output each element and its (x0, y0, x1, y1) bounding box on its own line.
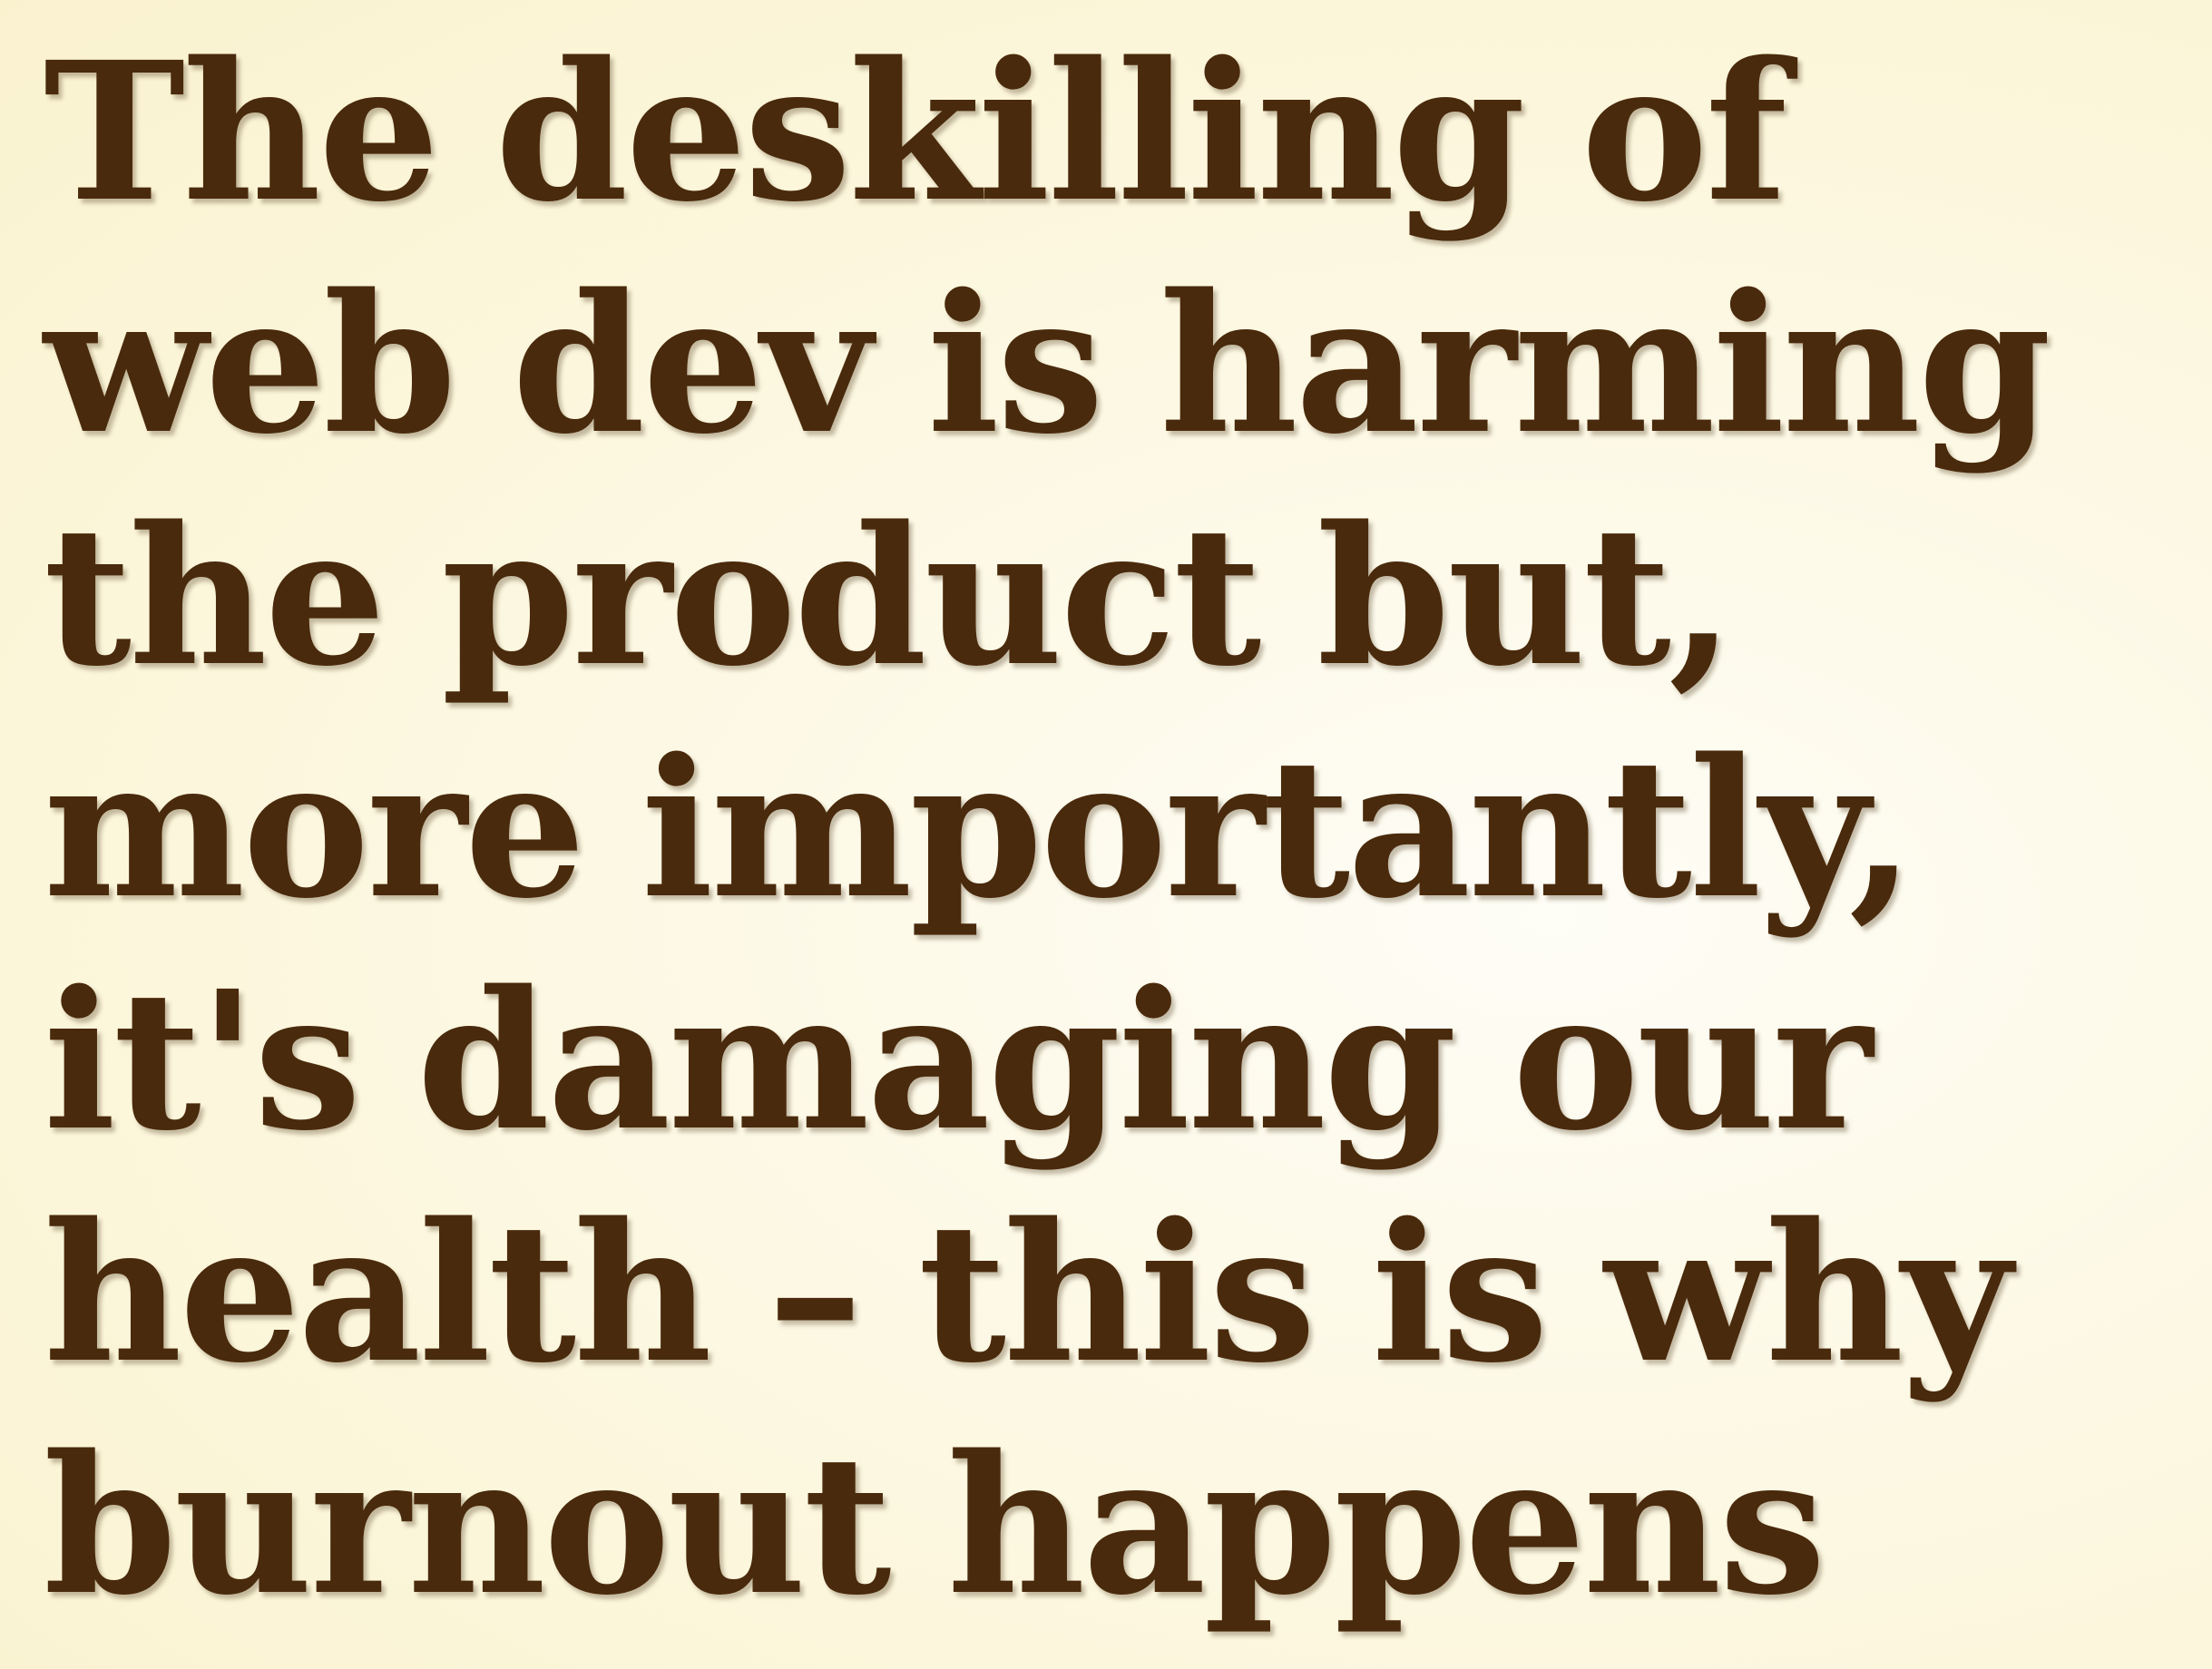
headline-line-6: health – this is why (44, 1181, 2011, 1405)
headline-line-1: The deskilling of (44, 20, 1787, 244)
headline-line-3: the product but, (44, 484, 1735, 708)
headline-line-5: it's damaging our (44, 949, 1873, 1173)
headline-line-2: web dev is harming (44, 252, 2051, 476)
headline-line-7: burnout happens (44, 1413, 1826, 1637)
headline: The deskilling of web dev is harming the… (44, 16, 2051, 1642)
headline-line-4: more importantly, (44, 717, 1915, 941)
